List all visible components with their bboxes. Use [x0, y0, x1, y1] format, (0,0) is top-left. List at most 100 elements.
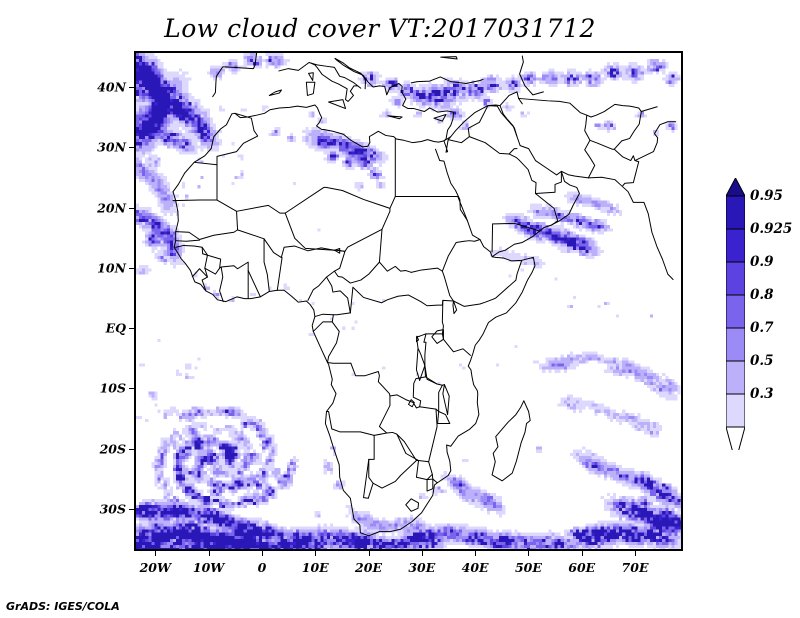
- geo-polyline: [276, 257, 283, 291]
- y-tick-mark: [129, 207, 134, 209]
- geo-polyline: [441, 239, 481, 272]
- colorbar-band-4: [726, 327, 745, 362]
- x-tick-mark: [315, 551, 317, 556]
- cloud-cover-field: [136, 53, 681, 549]
- colorbar-label-2: 0.9: [750, 254, 774, 270]
- x-tick-mark: [528, 551, 530, 556]
- colorbar-label-3: 0.8: [750, 287, 774, 303]
- geo-polyline: [396, 433, 420, 462]
- y-tick-mark: [129, 87, 134, 89]
- geo-polyline: [443, 136, 452, 153]
- geo-polyline: [236, 138, 396, 214]
- geo-polyline: [333, 250, 380, 284]
- geo-polyline: [415, 335, 421, 349]
- y-tick-label-10s: 10S: [99, 380, 126, 396]
- y-tick-mark: [129, 328, 134, 330]
- geo-polyline: [468, 136, 518, 155]
- colorbar-label-4: 0.7: [750, 320, 774, 336]
- page-title: Low cloud cover VT:2017031712: [164, 14, 596, 43]
- geo-polyline: [312, 321, 333, 332]
- geo-polyline: [410, 76, 484, 84]
- grads-attribution: GrADS: IGES/COLA: [6, 600, 120, 613]
- y-tick-label-30n: 30N: [97, 139, 126, 155]
- x-tick-mark: [368, 551, 370, 556]
- geo-polyline: [518, 97, 596, 179]
- x-tick-mark: [208, 551, 210, 556]
- y-tick-mark: [129, 267, 134, 269]
- geo-polyline: [268, 89, 283, 96]
- colorbar-label-0: 0.95: [750, 188, 783, 204]
- colorbar-label-1: 0.925: [750, 221, 793, 237]
- geo-polyline: [423, 333, 427, 367]
- geo-polyline: [442, 384, 450, 416]
- geo-polyline: [175, 244, 204, 255]
- geo-polyline: [378, 395, 391, 434]
- x-tick-mark: [635, 551, 637, 556]
- geo-polyline: [237, 229, 335, 259]
- colorbar-band-3: [726, 294, 745, 329]
- geo-polyline: [278, 62, 362, 102]
- y-tick-label-eq: EQ: [105, 320, 126, 336]
- colorbar[interactable]: [726, 178, 745, 450]
- x-tick-label-10e: 10E: [301, 560, 329, 575]
- geo-polyline: [452, 259, 523, 307]
- geo-polyline: [210, 104, 445, 150]
- x-tick-label-60e: 60E: [568, 560, 596, 575]
- geo-polyline: [419, 299, 444, 337]
- geo-polyline: [447, 105, 489, 144]
- x-tick-label-30e: 30E: [408, 560, 436, 575]
- geo-polyline: [519, 55, 544, 96]
- geo-polyline: [387, 115, 403, 120]
- geo-polyline: [586, 103, 658, 118]
- colorbar-band-5: [726, 360, 745, 395]
- geo-polyline: [440, 56, 458, 60]
- y-tick-label-20s: 20S: [99, 441, 126, 457]
- x-tick-label-0: 0: [257, 560, 267, 575]
- x-tick-label-20w: 20W: [139, 560, 172, 575]
- geo-polyline: [368, 458, 417, 489]
- x-tick-mark: [475, 551, 477, 556]
- colorbar-bottom-arrow: [726, 426, 745, 450]
- y-tick-mark: [129, 448, 134, 450]
- x-tick-mark: [581, 551, 583, 556]
- geo-polyline: [314, 313, 334, 318]
- y-tick-label-20n: 20N: [97, 200, 126, 216]
- geo-polyline: [175, 199, 239, 240]
- y-tick-label-30s: 30S: [99, 501, 126, 517]
- geo-polyline: [408, 399, 415, 408]
- x-tick-label-40e: 40E: [461, 560, 489, 575]
- geo-polyline: [367, 482, 374, 499]
- geo-polyline: [326, 312, 351, 363]
- x-tick-mark: [261, 551, 263, 556]
- colorbar-swatches: [726, 178, 745, 450]
- geo-polyline: [172, 148, 536, 537]
- geo-polyline: [441, 333, 471, 356]
- y-tick-label-40n: 40N: [97, 79, 126, 95]
- geo-polyline: [534, 192, 559, 226]
- geo-polyline: [508, 153, 562, 194]
- x-tick-label-50e: 50E: [514, 560, 542, 575]
- colorbar-band-1: [726, 228, 745, 263]
- geo-polyline: [613, 111, 642, 150]
- geo-polyline: [452, 300, 458, 315]
- x-tick-label-10w: 10W: [192, 560, 225, 575]
- colorbar-band-2: [726, 261, 745, 296]
- x-tick-label-20e: 20E: [355, 560, 382, 575]
- geo-polyline: [424, 365, 438, 385]
- geo-polyline: [175, 239, 201, 242]
- map-plot-area[interactable]: [134, 51, 683, 551]
- geo-polyline: [428, 408, 438, 463]
- geo-polyline: [499, 91, 523, 107]
- geo-polyline: [457, 195, 468, 221]
- x-tick-label-70e: 70E: [621, 560, 649, 575]
- geo-polyline: [193, 112, 259, 166]
- geo-polyline: [219, 266, 224, 303]
- y-tick-mark: [129, 147, 134, 149]
- geo-polyline: [308, 72, 314, 81]
- geo-polyline: [491, 400, 531, 482]
- y-tick-label-10n: 10N: [97, 260, 126, 276]
- y-tick-mark: [129, 508, 134, 510]
- geo-polyline: [334, 57, 454, 142]
- colorbar-top-arrow: [726, 178, 745, 197]
- geo-polyline: [212, 53, 258, 98]
